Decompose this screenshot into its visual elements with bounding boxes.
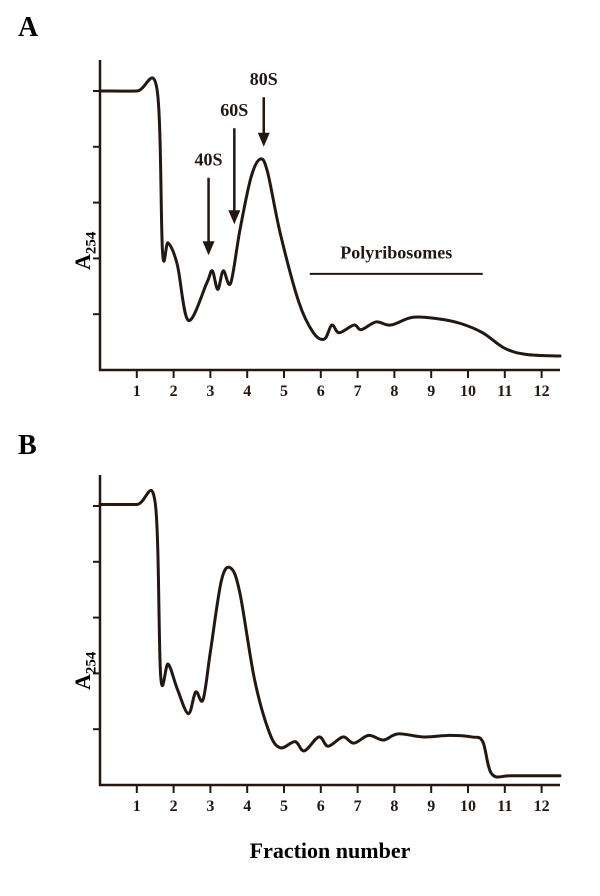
svg-text:5: 5: [280, 383, 288, 400]
svg-text:11: 11: [497, 383, 512, 400]
svg-text:9: 9: [427, 383, 435, 400]
svg-text:7: 7: [354, 798, 362, 815]
chart-panel-b: 123456789101112: [0, 420, 600, 840]
svg-text:4: 4: [243, 383, 251, 400]
xaxis-label: Fraction number: [100, 838, 560, 864]
yaxis-a-sub: 254: [83, 232, 99, 255]
svg-text:3: 3: [206, 383, 214, 400]
svg-text:80S: 80S: [250, 69, 278, 89]
yaxis-b-main: A: [70, 674, 95, 690]
svg-text:6: 6: [317, 383, 325, 400]
yaxis-label-a: A254: [70, 232, 100, 270]
svg-text:1: 1: [133, 383, 141, 400]
svg-text:5: 5: [280, 798, 288, 815]
svg-text:40S: 40S: [195, 149, 223, 169]
svg-text:Polyribosomes: Polyribosomes: [340, 242, 452, 262]
svg-text:60S: 60S: [220, 100, 248, 120]
yaxis-a-main: A: [70, 254, 95, 270]
svg-text:2: 2: [170, 383, 178, 400]
svg-text:2: 2: [170, 798, 178, 815]
yaxis-b-sub: 254: [83, 652, 99, 675]
svg-text:1: 1: [133, 798, 141, 815]
svg-text:9: 9: [427, 798, 435, 815]
yaxis-label-b: A254: [70, 652, 100, 690]
svg-text:3: 3: [206, 798, 214, 815]
svg-text:4: 4: [243, 798, 251, 815]
svg-text:12: 12: [534, 383, 550, 400]
svg-text:10: 10: [460, 798, 476, 815]
svg-text:8: 8: [390, 798, 398, 815]
svg-text:11: 11: [497, 798, 512, 815]
svg-text:6: 6: [317, 798, 325, 815]
svg-text:12: 12: [534, 798, 550, 815]
chart-panel-a: 12345678910111280S60S40SPolyribosomes: [0, 0, 600, 420]
svg-text:10: 10: [460, 383, 476, 400]
svg-text:7: 7: [354, 383, 362, 400]
svg-text:8: 8: [390, 383, 398, 400]
